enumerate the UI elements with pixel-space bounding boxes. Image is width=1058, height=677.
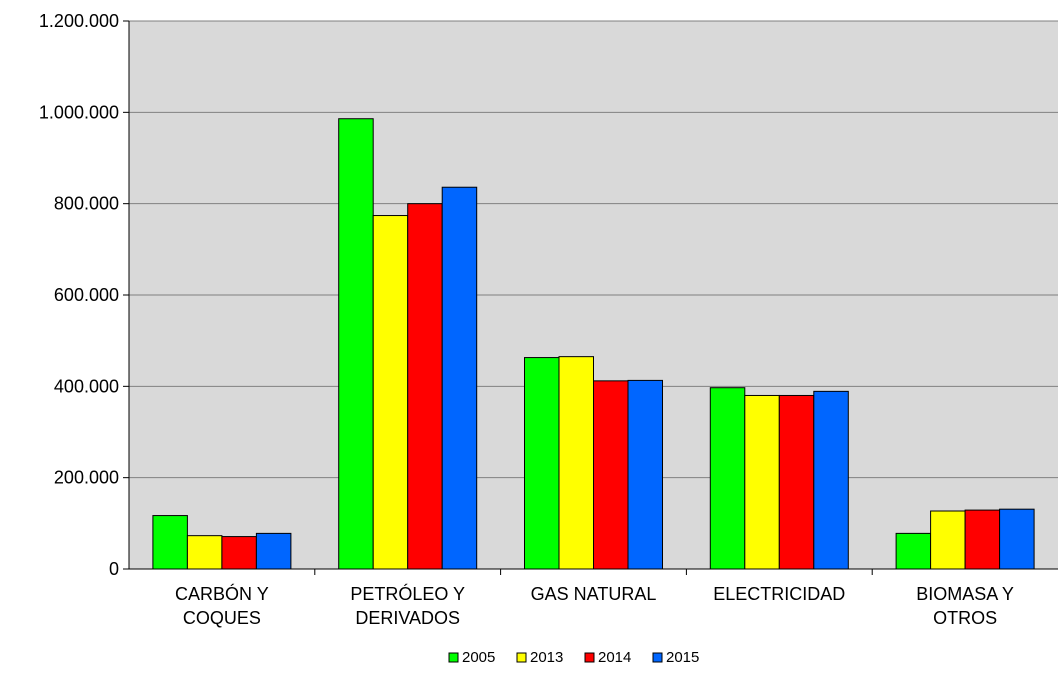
legend: 2005 2013 2014 2015 — [448, 649, 699, 666]
bar-2014-3 — [778, 394, 815, 570]
x-tick-label: BIOMASA Y — [916, 584, 1014, 604]
legend-label-2005: 2005 — [462, 649, 495, 666]
bar-2014-2 — [593, 380, 629, 570]
y-tick-label: 200.000 — [54, 468, 119, 488]
x-axis-ticks: CARBÓN Y COQUES PETRÓLEO Y DERIVADOS GAS NAT… — [175, 569, 1014, 628]
bar-2013-3 — [744, 394, 780, 570]
y-tick-label: 800.000 — [54, 194, 119, 214]
x-tick-label: CARBÓN Y — [175, 583, 269, 604]
legend-swatch-2015 — [652, 652, 663, 663]
x-tick-label: OTROS — [933, 608, 997, 628]
x-tick-label: ELECTRICIDAD — [713, 584, 845, 604]
y-tick-label: 1.000.000 — [39, 102, 119, 122]
bar-2013-0 — [186, 535, 223, 570]
x-tick-label: DERIVADOS — [355, 608, 460, 628]
x-tick-label: COQUES — [183, 608, 261, 628]
bar-2005-3 — [709, 387, 746, 570]
bar-2013-2 — [558, 356, 594, 570]
bar-2015-2 — [627, 379, 663, 570]
y-tick-label: 600.000 — [54, 285, 119, 305]
x-tick-label: GAS NATURAL — [531, 584, 657, 604]
y-axis-ticks: 0 200.000 400.000 600.000 800.000 1.000.000 1.… — [39, 11, 129, 579]
bar-2015-0 — [255, 532, 292, 570]
bar-2014-4 — [964, 509, 1001, 570]
bar-2014-1 — [407, 203, 443, 570]
bars — [152, 118, 1035, 570]
legend-label-2013: 2013 — [530, 649, 563, 666]
legend-swatch-2005 — [448, 652, 459, 663]
legend-swatch-2014 — [584, 652, 595, 663]
x-tick-label: PETRÓLEO Y — [350, 583, 465, 604]
legend-swatch-2013 — [516, 652, 527, 663]
bar-2015-4 — [999, 508, 1035, 570]
bar-2013-4 — [930, 510, 966, 570]
y-tick-label: 400.000 — [54, 376, 119, 396]
bar-2005-1 — [338, 118, 374, 570]
bar-2005-0 — [152, 515, 188, 570]
y-tick-label: 1.200.000 — [39, 11, 119, 31]
y-tick-label: 0 — [109, 559, 119, 579]
bar-2005-4 — [895, 532, 932, 570]
bar-2015-3 — [813, 390, 849, 570]
bar-2014-0 — [221, 536, 257, 570]
bar-2005-2 — [524, 357, 560, 570]
bar-2013-1 — [372, 215, 409, 570]
bar-2015-1 — [441, 186, 478, 570]
legend-label-2015: 2015 — [666, 649, 699, 666]
legend-label-2014: 2014 — [598, 649, 631, 666]
